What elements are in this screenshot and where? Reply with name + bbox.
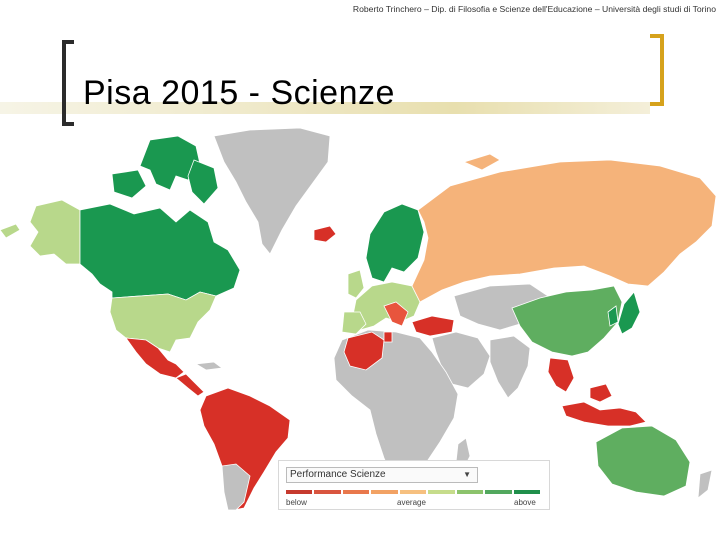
region-uk[interactable] (347, 269, 365, 299)
region-russia-islands[interactable] (462, 153, 501, 171)
region-southern-cone[interactable] (221, 463, 251, 510)
title-bracket-right (650, 34, 664, 106)
region-algeria[interactable] (343, 331, 385, 371)
region-australia[interactable] (595, 425, 691, 497)
legend-swatch (399, 490, 427, 494)
region-russia[interactable] (411, 159, 717, 303)
region-iceland[interactable] (313, 225, 337, 243)
region-baffin[interactable] (187, 159, 219, 205)
legend-swatch (428, 490, 455, 494)
region-caribbean[interactable] (194, 361, 224, 371)
region-india[interactable] (489, 335, 531, 399)
legend-swatch (485, 490, 512, 494)
region-usa[interactable] (109, 291, 217, 353)
legend-swatch (314, 490, 341, 494)
header-credit: Roberto Trinchero – Dip. di Filosofia e … (352, 4, 716, 14)
legend-panel: Performance Scienze ▼ below average abov… (278, 460, 550, 510)
world-map-svg[interactable] (0, 126, 720, 510)
region-borneo[interactable] (589, 383, 613, 403)
region-mexico[interactable] (125, 337, 185, 379)
region-canada-islands-2[interactable] (111, 169, 147, 199)
legend-label-below: below (286, 498, 307, 507)
region-tunisia[interactable] (383, 331, 393, 343)
world-map[interactable] (0, 126, 720, 510)
legend-swatch (456, 490, 484, 494)
region-alaska[interactable] (29, 199, 81, 265)
title-bracket-left (62, 40, 74, 126)
legend-swatch (286, 490, 313, 494)
region-aleutians[interactable] (0, 223, 21, 239)
region-greenland[interactable] (213, 127, 331, 255)
region-canada[interactable] (79, 203, 241, 301)
region-indonesia[interactable] (561, 401, 647, 427)
legend-swatch (342, 490, 370, 494)
region-iberia[interactable] (341, 311, 367, 335)
performance-select[interactable]: Performance Scienze ▼ (286, 467, 478, 483)
performance-select-value: Performance Scienze (290, 469, 386, 480)
region-japan[interactable] (617, 291, 641, 335)
region-central-america[interactable] (175, 373, 205, 397)
region-turkey[interactable] (411, 315, 455, 337)
region-china[interactable] (511, 285, 623, 357)
chevron-down-icon[interactable]: ▼ (463, 470, 471, 479)
region-south-america[interactable] (199, 387, 291, 510)
region-canada-islands[interactable] (139, 135, 201, 191)
region-scandinavia[interactable] (365, 203, 425, 283)
slide-title: Pisa 2015 - Scienze (83, 74, 395, 112)
legend-color-scale (286, 490, 542, 494)
title-rule (0, 102, 650, 114)
legend-swatch (513, 490, 540, 494)
legend-label-above: above (514, 498, 536, 507)
region-balkans[interactable] (383, 301, 409, 327)
region-southeast-asia[interactable] (547, 357, 575, 393)
region-korea[interactable] (607, 305, 619, 327)
region-new-zealand[interactable] (697, 469, 713, 499)
legend-label-average: average (397, 498, 426, 507)
legend-swatch (371, 490, 398, 494)
